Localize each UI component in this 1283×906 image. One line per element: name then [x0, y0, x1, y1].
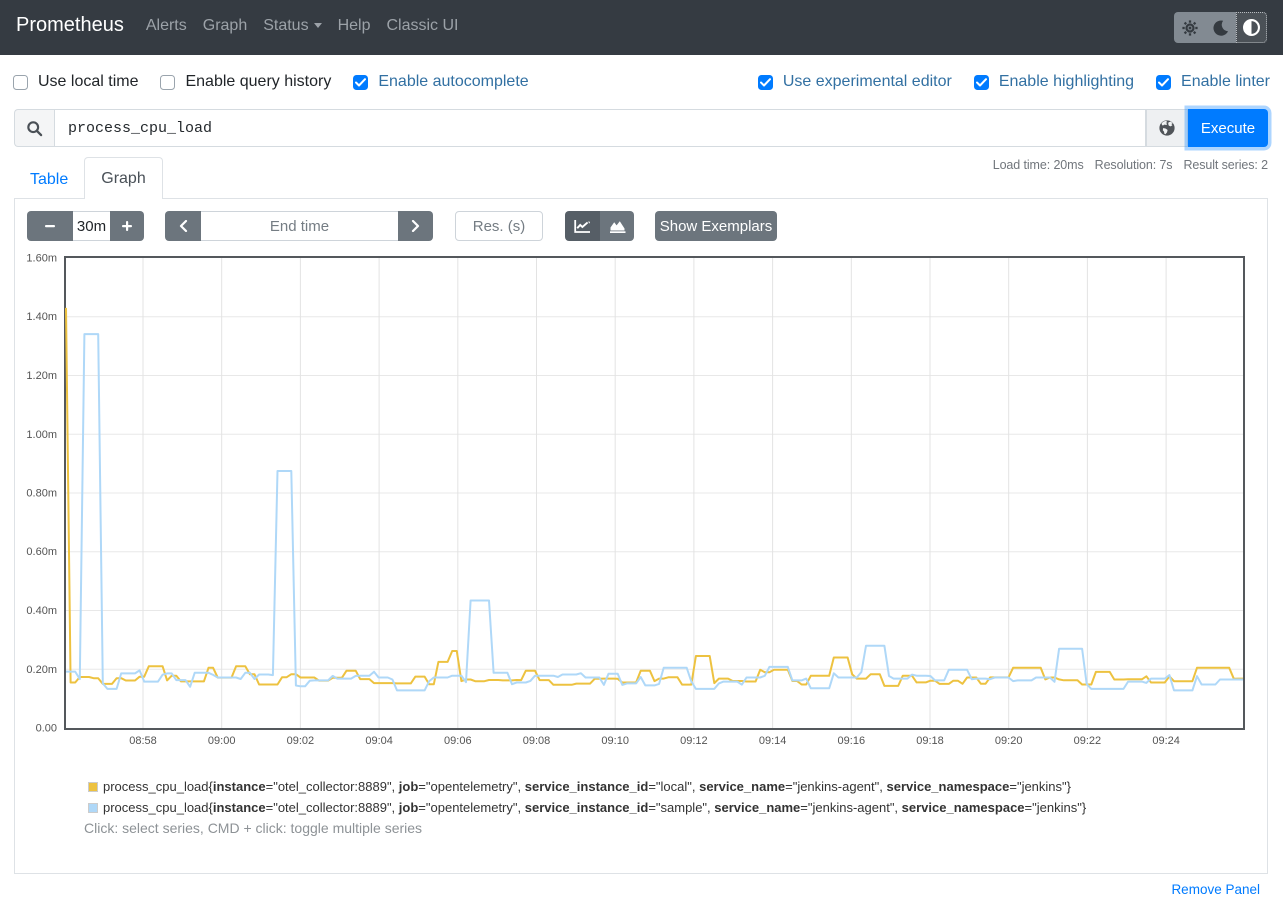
- svg-text:0.60m: 0.60m: [26, 546, 57, 558]
- svg-text:1.20m: 1.20m: [26, 370, 57, 382]
- svg-text:1.00m: 1.00m: [26, 429, 57, 441]
- svg-text:09:12: 09:12: [680, 735, 708, 747]
- svg-text:09:10: 09:10: [601, 735, 629, 747]
- svg-text:09:24: 09:24: [1152, 735, 1180, 747]
- svg-text:09:00: 09:00: [208, 735, 236, 747]
- svg-text:09:02: 09:02: [287, 735, 315, 747]
- svg-text:0.00: 0.00: [36, 723, 57, 735]
- svg-text:09:18: 09:18: [916, 735, 944, 747]
- svg-text:08:58: 08:58: [129, 735, 157, 747]
- svg-text:1.40m: 1.40m: [26, 311, 57, 323]
- svg-text:09:04: 09:04: [365, 735, 393, 747]
- svg-text:0.40m: 0.40m: [26, 605, 57, 617]
- svg-text:09:14: 09:14: [759, 735, 787, 747]
- svg-text:09:20: 09:20: [995, 735, 1023, 747]
- svg-text:0.20m: 0.20m: [26, 664, 57, 676]
- svg-text:09:16: 09:16: [838, 735, 866, 747]
- svg-text:1.60m: 1.60m: [26, 253, 57, 265]
- svg-text:0.80m: 0.80m: [26, 488, 57, 500]
- svg-text:09:22: 09:22: [1074, 735, 1102, 747]
- svg-text:09:08: 09:08: [523, 735, 551, 747]
- svg-text:09:06: 09:06: [444, 735, 472, 747]
